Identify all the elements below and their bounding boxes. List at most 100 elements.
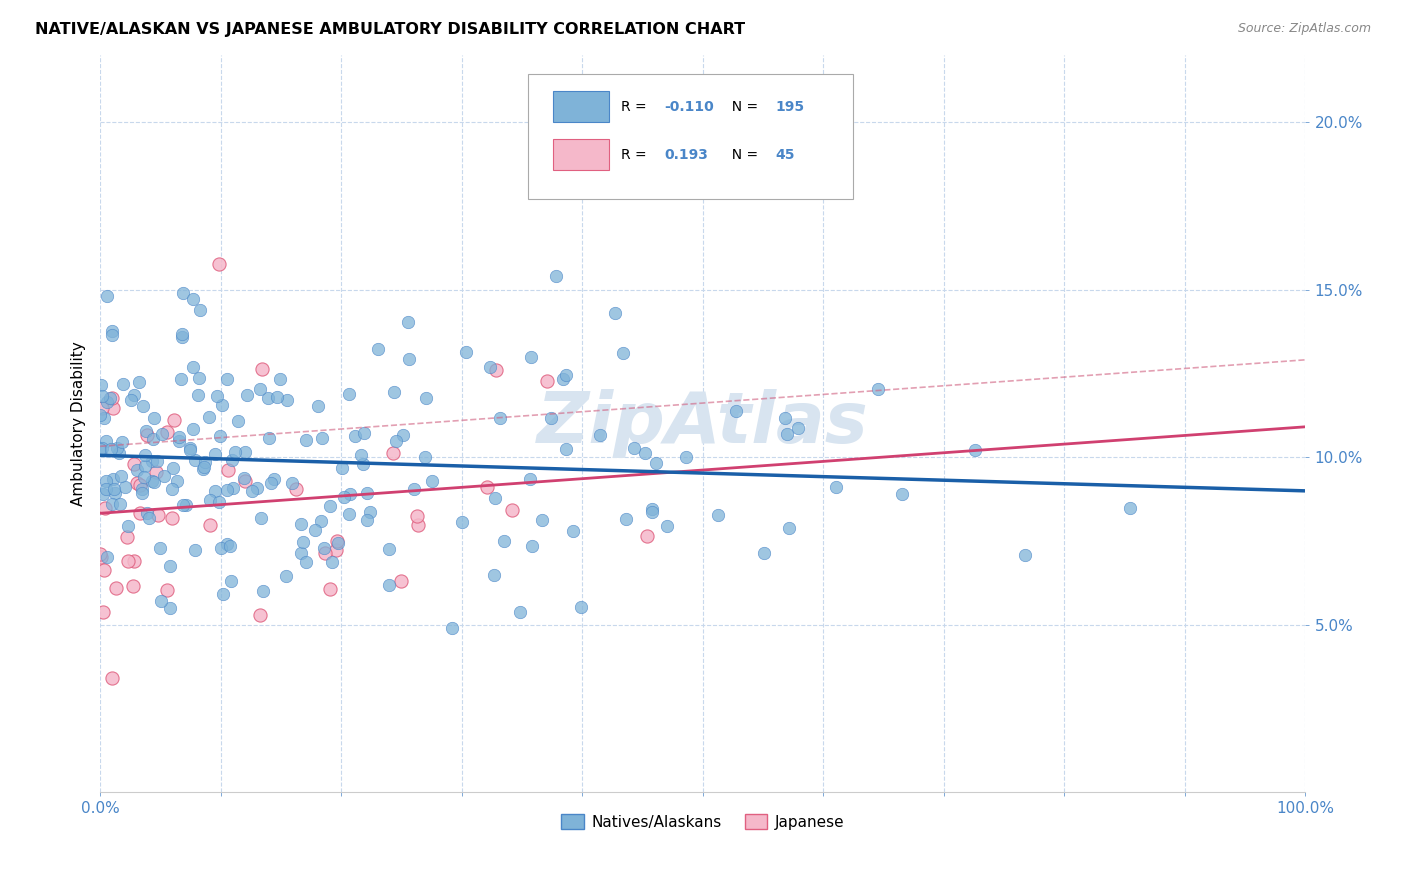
Point [101,391,124,405]
Point [378,541,401,556]
Point [132,399,155,413]
Point [94,474,117,488]
Point [114,480,136,494]
Point [1119,501,1142,516]
Point [134,448,156,462]
Point [475,480,498,494]
Point [122,387,145,401]
Point [94,500,117,515]
Text: -0.110: -0.110 [664,100,714,113]
Point [482,567,505,582]
Point [143,475,166,490]
Point [169,434,191,448]
Point [291,534,314,549]
Point [250,511,273,525]
Point [553,371,575,385]
Point [520,350,543,364]
Point [257,431,280,445]
Point [222,482,245,496]
Point [405,509,427,524]
Point [356,513,378,527]
Point [307,400,329,414]
Text: N =: N = [723,147,763,161]
Point [101,497,124,511]
Point [530,513,553,527]
Point [135,428,157,442]
Point [101,671,124,685]
Point [108,446,131,460]
Point [325,543,347,558]
Point [321,555,343,569]
Point [326,533,349,548]
Point [129,506,152,520]
Point [866,382,889,396]
Point [120,392,142,407]
Point [555,368,578,382]
Point [217,371,239,385]
Point [115,530,138,544]
Point [209,541,232,555]
Point [176,499,198,513]
Point [484,491,506,505]
Point [96,549,118,564]
Point [311,431,333,445]
Point [221,453,243,467]
Point [159,600,181,615]
Point [205,389,228,403]
Point [193,462,215,476]
Point [634,445,657,459]
Point [204,447,226,461]
Point [162,511,184,525]
Point [122,579,145,593]
Point [454,345,477,359]
Point [132,470,155,484]
Point [142,432,165,446]
Point [181,292,204,306]
Point [208,495,231,509]
Point [111,434,134,449]
Point [193,460,215,475]
Point [172,286,194,301]
Point [786,421,808,435]
Point [101,324,124,338]
Point [773,411,796,425]
Text: NATIVE/ALASKAN VS JAPANESE AMBULATORY DISABILITY CORRELATION CHART: NATIVE/ALASKAN VS JAPANESE AMBULATORY DI… [35,22,745,37]
Point [520,539,543,553]
Point [150,426,173,441]
Point [100,328,122,343]
Point [420,474,443,488]
Point [131,486,153,500]
Point [208,428,231,442]
Point [110,469,132,483]
Point [224,445,246,459]
Point [562,524,585,538]
Point [636,529,658,543]
Point [554,442,576,456]
Point [93,410,115,425]
Point [246,481,269,495]
Point [326,535,349,549]
Point [378,578,401,592]
Point [184,542,207,557]
Point [89,409,111,423]
Point [226,414,249,428]
Point [101,401,124,415]
Point [181,421,204,435]
Point [204,484,226,499]
Point [90,378,112,392]
Point [96,395,118,409]
Point [117,554,139,568]
Point [153,469,176,483]
Point [122,458,145,472]
Point [304,524,326,538]
Point [318,582,340,596]
FancyBboxPatch shape [554,139,609,170]
Point [105,442,128,456]
Text: Source: ZipAtlas.com: Source: ZipAtlas.com [1237,22,1371,36]
Point [134,458,156,473]
Point [93,563,115,577]
Point [353,426,375,441]
Point [333,490,356,504]
Point [281,476,304,491]
Point [257,391,280,405]
